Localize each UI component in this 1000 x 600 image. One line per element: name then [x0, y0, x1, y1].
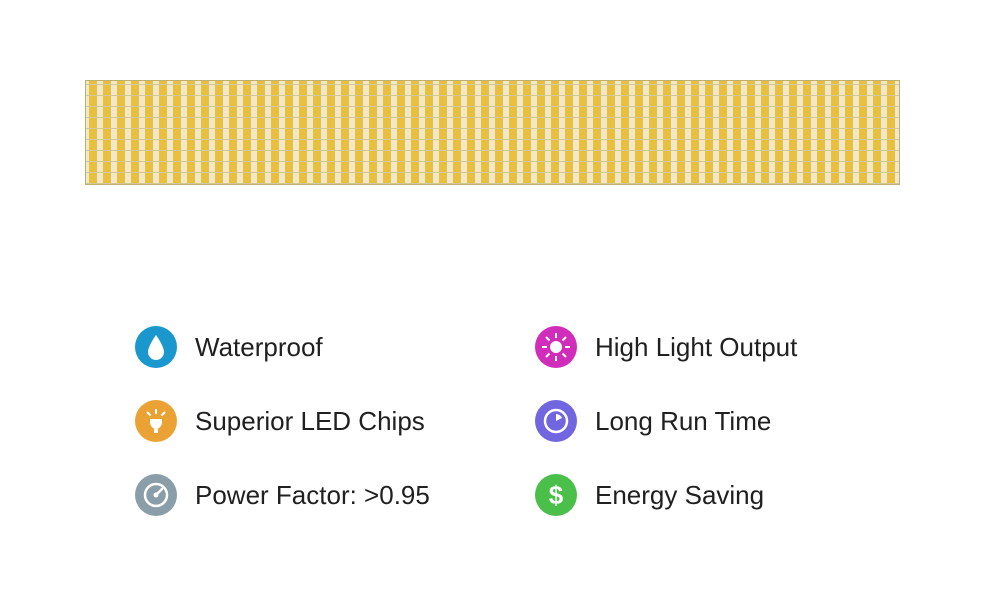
svg-text:$: $ — [549, 480, 564, 510]
clock-icon — [535, 400, 577, 442]
gauge-icon — [135, 474, 177, 516]
feature-waterproof: Waterproof — [135, 310, 505, 384]
feature-long-run: Long Run Time — [535, 384, 905, 458]
feature-label: High Light Output — [595, 332, 797, 363]
feature-led-chips: Superior LED Chips — [135, 384, 505, 458]
feature-high-light: High Light Output — [535, 310, 905, 384]
feature-grid: Waterproof — [135, 310, 905, 532]
led-chip-array-image — [85, 80, 900, 185]
feature-label: Waterproof — [195, 332, 323, 363]
feature-label: Power Factor: >0.95 — [195, 480, 430, 511]
sunburst-icon — [535, 326, 577, 368]
feature-label: Long Run Time — [595, 406, 771, 437]
water-drop-icon — [135, 326, 177, 368]
feature-label: Superior LED Chips — [195, 406, 425, 437]
dollar-icon: $ — [535, 474, 577, 516]
feature-energy-saving: $ Energy Saving — [535, 458, 905, 532]
feature-power-factor: Power Factor: >0.95 — [135, 458, 505, 532]
led-lamp-icon — [135, 400, 177, 442]
feature-label: Energy Saving — [595, 480, 764, 511]
